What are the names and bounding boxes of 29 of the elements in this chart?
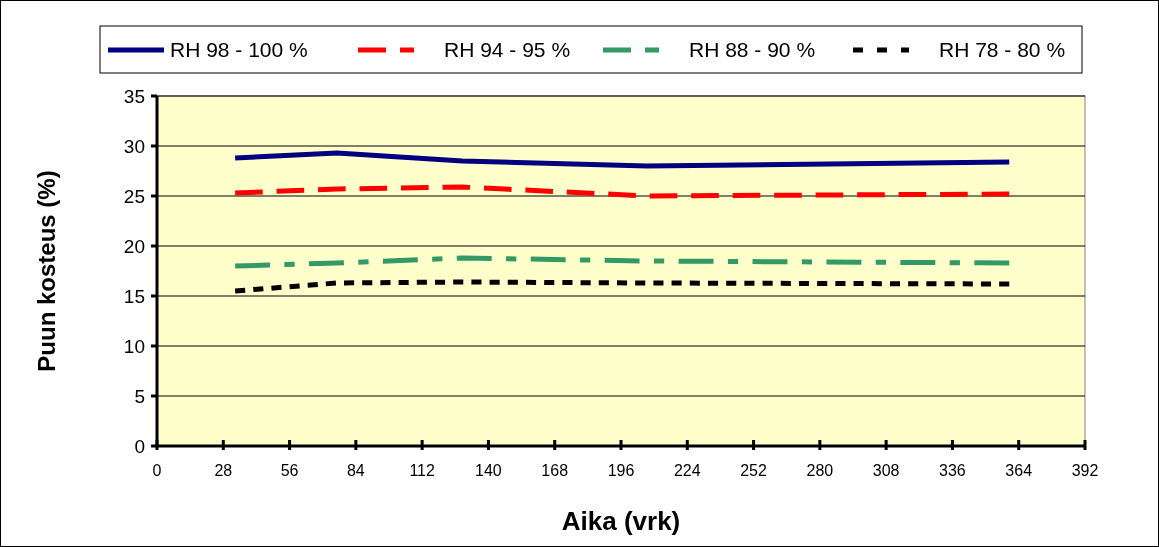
x-tick-label: 84	[346, 462, 365, 479]
x-tick-label: 0	[152, 462, 162, 479]
x-tick-label: 140	[475, 462, 502, 479]
x-tick-label: 252	[740, 462, 768, 479]
x-tick-label: 308	[872, 462, 900, 479]
y-tick-label: 20	[123, 235, 145, 257]
legend-label: RH 98 - 100 %	[170, 38, 308, 62]
x-axis-title: Aika (vrk)	[561, 506, 681, 536]
y-tick-label: 30	[123, 135, 145, 157]
legend-label: RH 94 - 95 %	[444, 38, 571, 62]
y-tick-label: 25	[123, 185, 145, 207]
x-tick-label: 168	[541, 462, 569, 479]
x-tick-label: 224	[673, 462, 701, 479]
x-tick-label: 364	[1005, 462, 1033, 479]
legend-label: RH 78 - 80 %	[939, 38, 1066, 62]
x-tick-label: 336	[939, 462, 966, 479]
x-tick-label: 392	[1071, 462, 1099, 479]
x-tick-label: 196	[607, 462, 635, 479]
y-axis-title: Puun kosteus (%)	[33, 170, 60, 372]
y-tick-label: 35	[123, 85, 145, 107]
legend-label: RH 88 - 90 %	[689, 38, 816, 62]
y-tick-label: 0	[134, 435, 145, 457]
x-tick-label: 56	[280, 462, 299, 479]
y-tick-label: 10	[123, 335, 145, 357]
y-tick-label: 15	[123, 285, 145, 307]
x-tick-label: 28	[214, 462, 233, 479]
x-tick-label: 280	[806, 462, 834, 479]
x-tick-label: 112	[409, 462, 435, 479]
y-tick-label: 5	[134, 385, 145, 407]
